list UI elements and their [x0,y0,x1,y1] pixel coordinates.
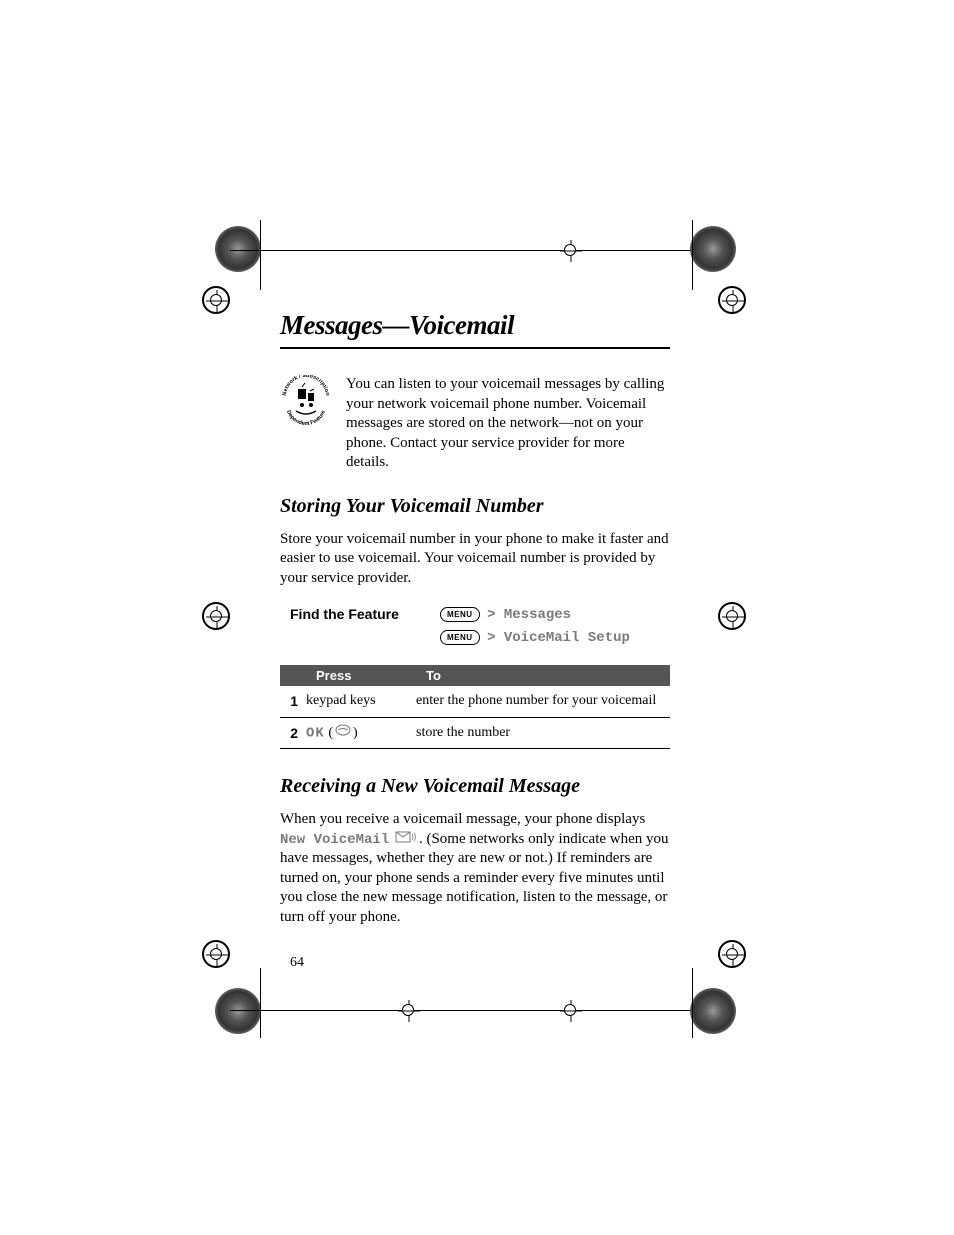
registration-ring-icon [718,286,746,314]
menu-button-icon: MENU [440,630,480,645]
crop-line [260,968,261,1038]
step-press: keypad keys [306,686,416,717]
registration-cross-icon [560,1000,582,1022]
section-heading-receiving: Receiving a New Voicemail Message [280,775,670,798]
registration-ring-icon [202,940,230,968]
find-feature-label: Find the Feature [290,604,440,622]
registration-cross-icon [560,240,582,262]
storing-body: Store your voicemail number in your phon… [280,530,670,589]
table-header-to: To [416,665,670,686]
ok-oval-icon [335,724,351,742]
registration-cross-icon [398,1000,420,1022]
step-to: enter the phone number for your voicemai… [416,686,670,717]
find-the-feature: Find the Feature MENU > Messages MENU > … [280,604,670,649]
find-feature-path: MENU > Messages MENU > VoiceMail Setup [440,604,630,649]
page-body: Messages—Voicemail Network / Subscriptio… [280,310,670,943]
chapter-title: Messages—Voicemail [280,310,670,349]
paren-open: ( [328,725,333,740]
crop-line [230,250,720,251]
step-number: 2 [280,717,306,749]
intro-block: Network / Subscription Dependent Feature… [280,375,670,473]
step-press: OK () [306,717,416,749]
svg-text:Dependent Feature: Dependent Feature [285,410,327,427]
registration-disc-icon [690,226,736,272]
intro-paragraph: You can listen to your voicemail message… [346,375,670,473]
registration-ring-icon [718,940,746,968]
step-to: store the number [416,717,670,749]
crop-line [692,220,693,290]
page-number: 64 [290,955,304,971]
crop-line [260,220,261,290]
steps-table: Press To 1 keypad keys enter the phone n… [280,665,670,749]
receiving-body: When you receive a voicemail message, yo… [280,810,670,927]
path-separator: > [487,630,504,646]
registration-disc-icon [690,988,736,1034]
registration-ring-icon [202,602,230,630]
registration-disc-icon [215,226,261,272]
svg-text:Network / Subscription: Network / Subscription [282,375,330,397]
registration-ring-icon [718,602,746,630]
voicemail-envelope-icon [395,830,417,850]
registration-disc-icon [215,988,261,1034]
menu-path-messages: Messages [504,607,571,623]
paren-close: ) [353,725,358,740]
table-row: 1 keypad keys enter the phone number for… [280,686,670,717]
crop-line [230,1010,720,1011]
step-number: 1 [280,686,306,717]
menu-path-vm-setup: VoiceMail Setup [504,630,630,646]
receiving-text-before: When you receive a voicemail message, yo… [280,811,645,827]
path-separator: > [487,607,504,623]
table-header-press: Press [306,665,416,686]
new-voicemail-label: New VoiceMail [280,832,389,848]
network-feature-icon: Network / Subscription Dependent Feature [280,375,332,473]
table-row: 2 OK () store the number [280,717,670,749]
section-heading-storing: Storing Your Voicemail Number [280,495,670,518]
menu-button-icon: MENU [440,607,480,622]
registration-ring-icon [202,286,230,314]
ok-key-label: OK [306,725,325,741]
crop-line [692,968,693,1038]
